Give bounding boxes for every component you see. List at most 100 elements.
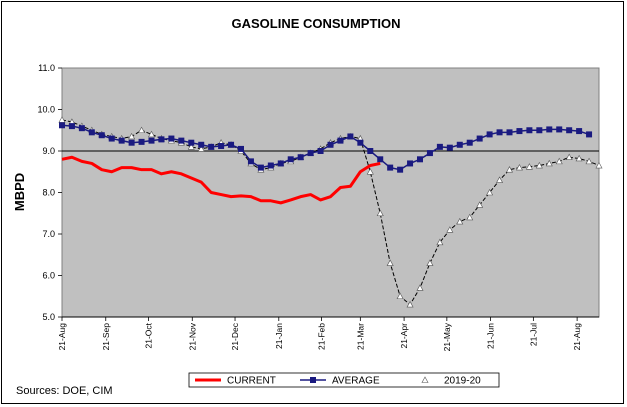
data-point <box>585 157 593 165</box>
data-point <box>247 158 254 165</box>
data-point <box>357 139 364 146</box>
legend-label: AVERAGE <box>332 376 380 387</box>
data-point <box>407 160 414 167</box>
data-point <box>307 150 314 157</box>
x-tick-label: 21-Nov <box>187 322 197 350</box>
data-point <box>367 148 374 154</box>
data-point <box>98 132 105 139</box>
x-tick-label: 21-Sep <box>101 323 111 351</box>
data-point <box>566 127 573 134</box>
data-point <box>108 135 115 142</box>
legend-marker <box>310 377 316 383</box>
data-point <box>118 137 125 144</box>
data-point <box>198 141 205 148</box>
legend-marker <box>421 376 429 383</box>
y-tick-label: 8.0 <box>42 188 55 198</box>
data-point <box>377 156 384 163</box>
series-current <box>61 155 381 205</box>
y-tick-label: 10.0 <box>37 105 55 115</box>
y-axis: 5.0 6.0 7.0 8.0 9.0 10.0 11.0 <box>37 63 62 322</box>
series-line <box>61 155 381 205</box>
legend-label: CURRENT <box>227 376 276 387</box>
data-point <box>68 123 75 130</box>
data-point <box>576 128 583 135</box>
data-point <box>556 126 563 133</box>
data-point <box>516 128 523 135</box>
x-tick-label: 21-Apr <box>399 323 409 349</box>
x-axis: 21-Aug 21-Sep 21-Oct 21-Nov 21-Dec 21-Jan 21-F… <box>57 316 599 351</box>
data-point <box>416 284 424 291</box>
data-point <box>387 164 394 171</box>
data-point <box>138 126 146 134</box>
legend <box>188 372 500 388</box>
data-point <box>426 259 434 266</box>
data-point <box>366 168 374 175</box>
data-point <box>337 137 344 144</box>
data-point <box>565 153 573 161</box>
legend-entry: AVERAGE <box>300 376 380 387</box>
data-point <box>466 139 473 146</box>
x-tick-label: 21-Oct <box>144 322 154 348</box>
legend-items: CURRENT AVERAGE 2019-20 <box>195 376 481 387</box>
data-point <box>168 135 175 142</box>
data-point <box>386 259 394 266</box>
data-point <box>376 209 384 217</box>
data-point <box>178 137 185 144</box>
data-point <box>218 143 225 150</box>
data-point <box>486 188 494 196</box>
data-point <box>496 176 504 183</box>
data-point <box>486 131 493 138</box>
data-point <box>586 131 593 138</box>
data-point <box>88 129 95 136</box>
data-point <box>158 136 165 143</box>
data-point <box>208 143 215 150</box>
data-point <box>525 163 533 170</box>
data-point <box>197 145 205 152</box>
x-tick-label: 21-Aug <box>572 323 582 351</box>
data-point <box>406 300 414 308</box>
data-point <box>317 148 324 154</box>
x-tick-label: 21-Jul <box>528 323 538 346</box>
legend-entry: CURRENT <box>195 376 276 387</box>
y-tick-label: 7.0 <box>42 229 55 239</box>
data-point <box>545 159 553 167</box>
data-point <box>147 130 156 138</box>
data-point <box>417 156 423 163</box>
data-point <box>476 201 484 208</box>
data-point <box>436 143 443 150</box>
data-point <box>128 132 136 140</box>
legend-label: 2019-20 <box>444 376 481 387</box>
data-point <box>238 145 244 152</box>
legend-entry: 2019-20 <box>421 376 481 387</box>
data-point <box>526 127 533 134</box>
y-tick-label: 11.0 <box>38 63 55 73</box>
data-point <box>297 154 304 161</box>
x-tick-label: 21-Aug <box>57 323 67 351</box>
data-point <box>466 213 474 221</box>
y-tick-label: 6.0 <box>42 271 55 281</box>
data-point <box>505 166 514 173</box>
data-point <box>456 141 463 148</box>
x-tick-label: 21-Feb <box>317 323 327 350</box>
data-point <box>327 141 334 148</box>
y-tick-label: 5.0 <box>42 312 55 322</box>
data-point <box>476 135 483 142</box>
data-point <box>436 238 444 246</box>
data-point <box>397 166 404 173</box>
data-point <box>128 139 135 146</box>
data-point <box>78 125 85 132</box>
x-tick-label: 21-Jan <box>274 323 284 349</box>
data-point <box>287 156 294 163</box>
data-point <box>187 143 195 150</box>
x-tick-label: 21-May <box>442 322 452 351</box>
x-tick-label: 21-Mar <box>355 323 365 350</box>
data-point <box>535 161 543 169</box>
data-point <box>575 154 583 162</box>
plot-area <box>61 67 600 318</box>
chart-title: GASOLINE CONSUMPTION <box>231 16 400 31</box>
y-tick-label: 9.0 <box>42 146 55 156</box>
data-point <box>228 141 235 148</box>
data-point <box>138 138 145 145</box>
